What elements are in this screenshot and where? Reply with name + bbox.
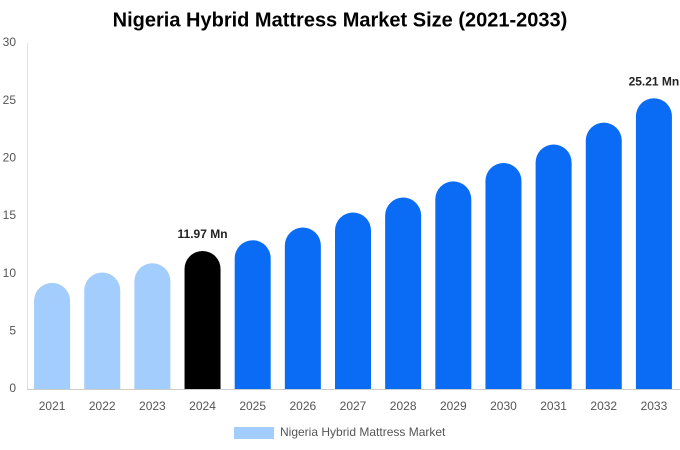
x-tick-label: 2027 bbox=[340, 399, 367, 413]
x-tick-label: 2030 bbox=[490, 399, 517, 413]
bar bbox=[335, 212, 371, 389]
bar bbox=[84, 272, 121, 389]
x-tick-label: 2031 bbox=[540, 399, 567, 413]
x-tick-label: 2021 bbox=[39, 399, 66, 413]
bar bbox=[385, 197, 422, 389]
bar bbox=[535, 144, 572, 389]
bar bbox=[435, 181, 472, 389]
y-tick-label: 20 bbox=[3, 151, 17, 165]
x-tick-label: 2029 bbox=[440, 399, 467, 413]
data-label: 11.97 Mn bbox=[178, 227, 228, 241]
x-tick-label: 2024 bbox=[189, 399, 216, 413]
y-tick-label: 15 bbox=[3, 208, 17, 222]
x-tick-label: 2023 bbox=[139, 399, 166, 413]
bar bbox=[284, 227, 321, 389]
x-tick-label: 2032 bbox=[590, 399, 617, 413]
chart-title: Nigeria Hybrid Mattress Market Size (202… bbox=[113, 9, 568, 31]
legend-swatch bbox=[234, 427, 274, 439]
x-tick-label: 2026 bbox=[289, 399, 316, 413]
bar bbox=[635, 98, 672, 390]
bar bbox=[34, 282, 71, 389]
bar bbox=[184, 250, 221, 389]
legend-label: Nigeria Hybrid Mattress Market bbox=[280, 425, 446, 439]
data-label: 25.21 Mn bbox=[629, 74, 680, 88]
y-tick-label: 0 bbox=[9, 381, 16, 395]
bar bbox=[134, 263, 171, 389]
bar bbox=[485, 162, 522, 389]
x-tick-label: 2028 bbox=[390, 399, 417, 413]
x-tick-label: 2025 bbox=[239, 399, 266, 413]
y-tick-label: 25 bbox=[3, 93, 17, 107]
y-tick-label: 10 bbox=[3, 266, 17, 280]
x-tick-label: 2033 bbox=[641, 399, 668, 413]
bar bbox=[585, 122, 622, 389]
x-tick-label: 2022 bbox=[89, 399, 116, 413]
bar bbox=[234, 240, 271, 389]
y-tick-label: 30 bbox=[3, 35, 17, 49]
y-tick-label: 5 bbox=[9, 324, 16, 338]
